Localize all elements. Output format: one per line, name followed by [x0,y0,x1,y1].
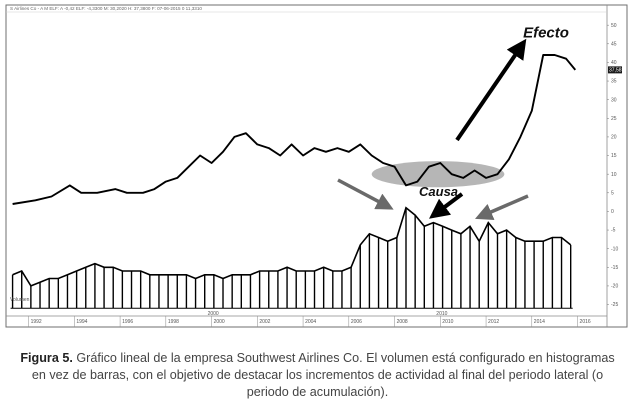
y-tick-label: 10 [611,172,617,178]
figure-caption: Figura 5. Gráfico lineal de la empresa S… [14,350,621,401]
y-tick-label: -10 [611,246,618,252]
price-badge-value: 37,58 [609,67,622,73]
y-tick-label: -25 [611,302,618,308]
x-tick-label: 2012 [488,319,499,325]
y-tick-label: -5 [611,228,616,234]
y-tick-label: 35 [611,79,617,85]
x-tick-label: 2004 [305,319,316,325]
stock-chart: S Airlines Co - A M ELF: A -0,42 ELF: -4… [5,4,628,328]
causa-highlight-ellipse [371,161,505,188]
x-tick-label: 2010 [442,319,453,325]
price-badge-box [608,66,622,74]
y-tick-label: 0 [611,209,614,215]
price-badge: 37,58 [608,66,622,73]
x-decade-label: 2010 [436,311,447,317]
y-tick-label: -15 [611,265,618,271]
volume-histogram [10,207,573,309]
y-tick-label: 5 [611,190,614,196]
x-tick-label: 2000 [214,319,225,325]
volume-outline [12,206,572,287]
y-tick-label: 45 [611,41,617,47]
efecto-arrow [455,38,527,142]
x-decade-label: 2000 [208,311,219,317]
x-tick-label: 2002 [259,319,270,325]
y-tick-label: 30 [611,97,617,103]
y-tick-label: 15 [611,153,617,159]
y-tick-label: 40 [611,60,617,66]
x-axis: 1992 1994 1996 1998 2000 2002 2004 2006 2008 2010… [28,311,591,327]
x-tick-label: 2008 [397,319,408,325]
annotation-efecto: Efecto [523,25,569,42]
y-tick-label: 25 [611,116,617,122]
x-tick-label: 1998 [168,319,179,325]
caption-text: Gráfico lineal de la empresa Southwest A… [31,351,615,399]
x-tick-label: 2014 [534,319,545,325]
x-tick-label: 1996 [122,319,133,325]
caption-label: Figura 5. [20,351,73,365]
y-tick-label: -20 [611,284,618,290]
x-tick-label: 1994 [76,319,87,325]
annotation-causa: Causa [419,184,458,199]
price-line [12,54,577,205]
x-tick-label: 2006 [351,319,362,325]
x-tick-label: 1992 [31,319,42,325]
volume-arrow-left [337,178,394,210]
causa-arrow-main [429,192,464,219]
chart-header-text: S Airlines Co - A M ELF: A -0,42 ELF: -4… [10,6,202,11]
volume-label: Volumen [10,297,30,303]
x-tick-label: 2016 [580,319,591,325]
y-tick-label: 50 [611,23,617,29]
annotation-arrows [337,38,529,220]
y-tick-label: 20 [611,135,617,141]
volume-arrow-right [475,194,529,220]
